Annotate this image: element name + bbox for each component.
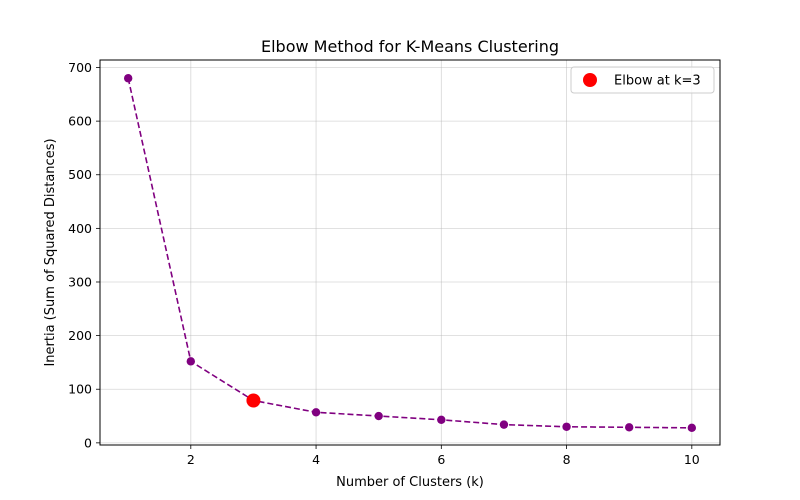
- x-tick-label: 8: [563, 452, 571, 467]
- data-point: [624, 423, 634, 432]
- data-point: [437, 415, 446, 424]
- chart-title: Elbow Method for K-Means Clustering: [261, 37, 559, 56]
- data-point: [374, 411, 383, 421]
- x-tick-label: 4: [312, 452, 320, 467]
- data-point: [311, 408, 321, 417]
- data-point: [687, 423, 697, 433]
- legend-box: [570, 66, 715, 94]
- y-tick-label: 200: [68, 328, 92, 343]
- y-tick-label: 300: [68, 274, 92, 289]
- data-point: [499, 420, 509, 429]
- y-tick-label: 100: [68, 382, 92, 397]
- y-tick-label: 0: [84, 435, 92, 450]
- series-line: [127, 78, 692, 429]
- x-tick-label: 6: [437, 452, 445, 467]
- y-axis-label: Inertia (Sum of Squared Distances): [43, 138, 58, 366]
- x-tick-label: 10: [684, 452, 700, 467]
- plot-frame: [99, 59, 721, 446]
- series-polyline: [127, 78, 692, 429]
- y-tick-label: 500: [68, 167, 92, 182]
- y-tick-label: 400: [68, 221, 92, 236]
- legend-label: Elbow at k=3: [614, 74, 701, 89]
- elbow-highlight: [246, 393, 261, 408]
- legend: Elbow at k=3: [570, 66, 715, 94]
- data-point: [562, 422, 571, 431]
- data-point: [186, 357, 196, 366]
- y-tick-label: 600: [68, 114, 92, 129]
- grid: [100, 60, 720, 445]
- series-points: [123, 74, 697, 433]
- legend-marker: [583, 73, 597, 87]
- elbow-point: [246, 393, 261, 408]
- x-axis-label: Number of Clusters (k): [336, 475, 484, 490]
- y-tick-label: 700: [68, 60, 92, 75]
- data-point: [123, 74, 133, 83]
- x-tick-label: 2: [187, 452, 195, 467]
